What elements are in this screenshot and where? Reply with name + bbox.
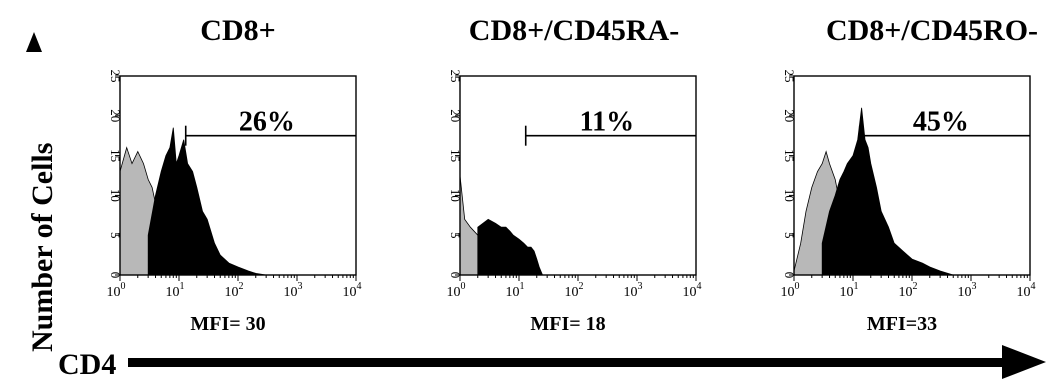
x-axis-title: CD4	[58, 348, 116, 379]
x-tick-exponent: 4	[1031, 281, 1036, 292]
y-tick-label: 20	[782, 109, 797, 122]
x-tick-exponent: 1	[854, 281, 859, 292]
x-axis-arrow-shaft	[128, 358, 1004, 367]
gate-percentage-label: 11%	[580, 107, 634, 138]
y-tick-label: 25	[782, 70, 797, 83]
x-tick-label: 101	[166, 281, 185, 300]
mfi-label: MFI=33	[867, 313, 937, 335]
y-tick-label: 25	[448, 70, 463, 83]
y-tick-label: 0	[448, 272, 463, 279]
x-tick-exponent: 0	[121, 281, 126, 292]
y-tick-label: 5	[108, 232, 123, 239]
y-tick-label: 15	[108, 149, 123, 162]
x-tick-exponent: 3	[972, 281, 977, 292]
y-tick-label: 0	[108, 272, 123, 279]
y-tick-label: 20	[108, 109, 123, 122]
histogram-series-solid	[477, 218, 544, 276]
y-tick-label: 25	[108, 70, 123, 83]
x-tick-label: 102	[899, 281, 918, 300]
x-tick-label: 100	[447, 281, 466, 300]
x-tick-exponent: 1	[180, 281, 185, 292]
panel-title: CD8+	[200, 14, 275, 47]
x-tick-exponent: 4	[357, 281, 362, 292]
x-tick-exponent: 2	[913, 281, 918, 292]
y-tick-label: 20	[448, 109, 463, 122]
x-tick-exponent: 4	[697, 281, 702, 292]
y-axis-arrow-icon	[26, 32, 42, 52]
y-tick-label: 15	[448, 149, 463, 162]
x-tick-label: 100	[781, 281, 800, 300]
y-tick-label: 5	[782, 232, 797, 239]
histogram-series-solid	[147, 127, 267, 276]
x-tick-label: 104	[343, 281, 362, 300]
x-tick-label: 104	[1017, 281, 1036, 300]
x-tick-exponent: 3	[638, 281, 643, 292]
x-tick-exponent: 2	[239, 281, 244, 292]
x-tick-exponent: 1	[520, 281, 525, 292]
x-tick-label: 103	[284, 281, 303, 300]
x-tick-label: 100	[107, 281, 126, 300]
y-tick-label: 10	[782, 189, 797, 202]
y-tick-label: 10	[108, 189, 123, 202]
y-tick-label: 5	[448, 232, 463, 239]
panel-title: CD8+/CD45RO-	[826, 14, 1038, 47]
histogram-series-solid	[821, 107, 954, 276]
x-tick-label: 102	[225, 281, 244, 300]
gate-percentage-label: 45%	[913, 107, 969, 138]
x-tick-exponent: 0	[461, 281, 466, 292]
x-tick-label: 101	[840, 281, 859, 300]
y-tick-label: 10	[448, 189, 463, 202]
y-axis-title: Number of Cells	[26, 143, 59, 352]
mfi-label: MFI= 30	[190, 313, 265, 335]
x-tick-exponent: 0	[795, 281, 800, 292]
x-tick-label: 102	[565, 281, 584, 300]
gate-percentage-label: 26%	[239, 107, 295, 138]
x-tick-exponent: 3	[298, 281, 303, 292]
x-tick-label: 104	[683, 281, 702, 300]
x-tick-label: 103	[958, 281, 977, 300]
x-tick-exponent: 2	[579, 281, 584, 292]
x-tick-label: 101	[506, 281, 525, 300]
mfi-label: MFI= 18	[530, 313, 605, 335]
x-tick-label: 103	[624, 281, 643, 300]
y-tick-label: 15	[782, 149, 797, 162]
y-tick-label: 0	[782, 272, 797, 279]
x-axis-arrow-icon	[1002, 345, 1046, 379]
panel-title: CD8+/CD45RA-	[469, 14, 679, 47]
